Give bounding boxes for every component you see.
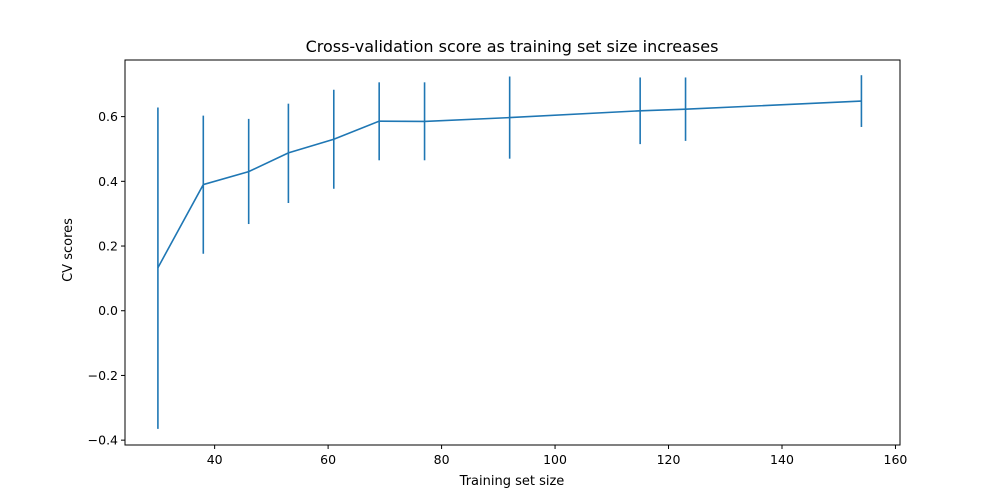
y-tick-label: 0.4 <box>98 174 118 189</box>
x-tick-label: 120 <box>657 452 681 467</box>
series-line <box>157 100 862 269</box>
y-tick-label: −0.2 <box>88 368 118 383</box>
y-tick-label: 0.2 <box>98 239 118 254</box>
y-tick-label: 0.0 <box>98 303 118 318</box>
x-tick-label: 140 <box>770 452 794 467</box>
error-bars <box>157 75 863 429</box>
y-tick-label: 0.6 <box>98 109 118 124</box>
chart-title: Cross-validation score as training set s… <box>306 37 719 56</box>
x-axis-label: Training set size <box>459 474 565 489</box>
y-tick-label: −0.4 <box>88 433 118 448</box>
y-axis-label: CV scores <box>61 218 76 282</box>
plot-frame <box>124 59 901 446</box>
x-axis: 40 60 80 100 120 140 160 <box>207 445 908 467</box>
x-tick-label: 40 <box>207 452 223 467</box>
x-tick-label: 80 <box>434 452 450 467</box>
x-tick-label: 100 <box>543 452 567 467</box>
y-axis: −0.4 −0.2 0.0 0.2 0.4 0.6 <box>88 109 125 448</box>
x-tick-label: 160 <box>884 452 908 467</box>
x-tick-label: 60 <box>320 452 336 467</box>
